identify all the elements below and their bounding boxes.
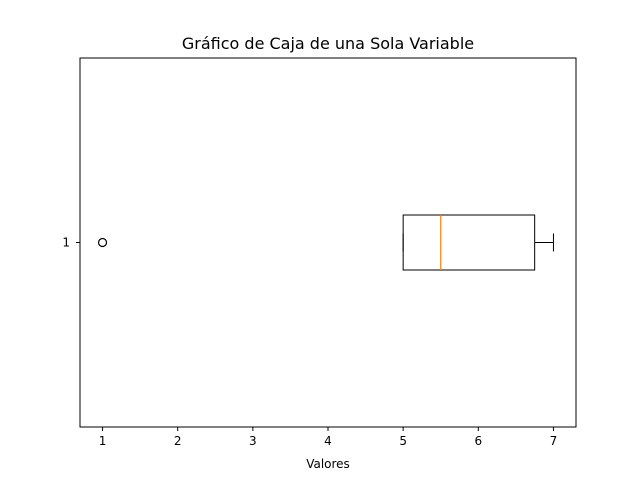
y-axis-ticks: 1 (62, 236, 80, 250)
x-tick-label: 5 (399, 434, 407, 448)
outlier-point (97, 237, 108, 248)
x-tick-label: 1 (99, 434, 107, 448)
chart-title: Gráfico de Caja de una Sola Variable (182, 34, 474, 53)
x-tick-label: 2 (174, 434, 182, 448)
x-axis-ticks: 1 2 3 4 5 6 7 (99, 427, 558, 448)
x-axis-label: Valores (306, 457, 350, 471)
x-tick-label: 7 (550, 434, 558, 448)
y-tick-label: 1 (62, 236, 70, 250)
x-tick-label: 6 (474, 434, 482, 448)
x-tick-label: 3 (249, 434, 257, 448)
x-tick-label: 4 (324, 434, 332, 448)
box-group (97, 214, 554, 271)
